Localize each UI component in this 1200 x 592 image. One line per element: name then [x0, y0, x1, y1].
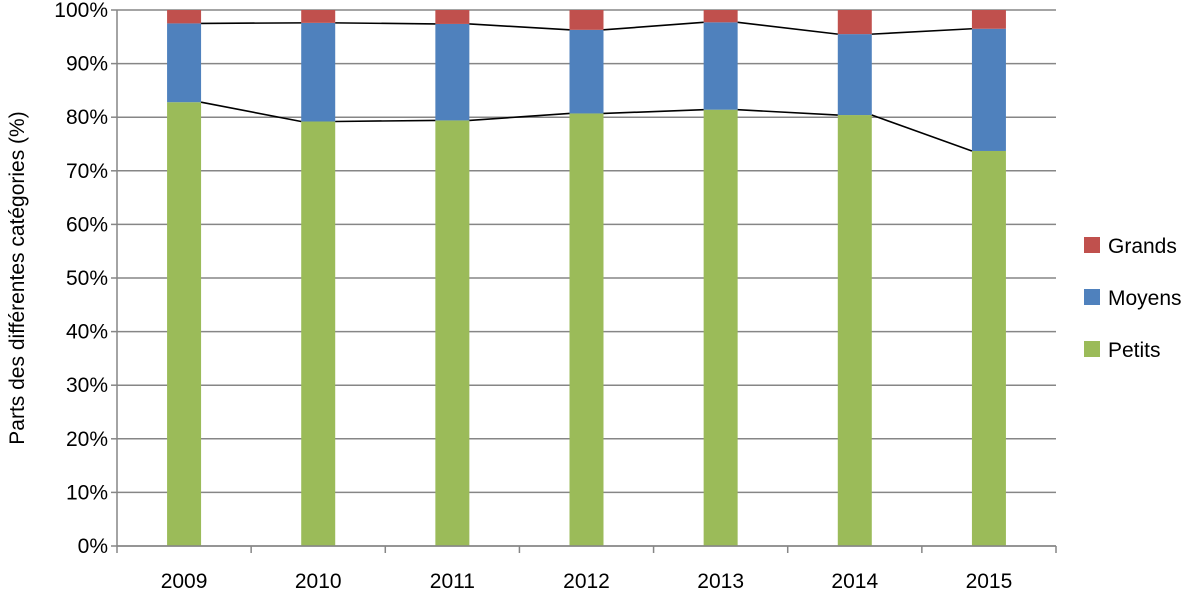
y-tick-label: 10% [66, 481, 108, 504]
series-line [603, 21, 704, 31]
bar-segment-moyens [703, 22, 738, 110]
x-tick-label: 2013 [697, 570, 744, 592]
x-tick-label: 2014 [831, 570, 878, 592]
series-line [469, 23, 570, 31]
y-tick-label: 90% [66, 53, 108, 76]
y-tick-label: 70% [66, 160, 108, 183]
bar-segment-moyens [301, 22, 336, 122]
legend-swatch-petits [1084, 341, 1100, 357]
y-tick-label: 20% [66, 428, 108, 451]
series-line [469, 112, 570, 122]
y-tick-label: 30% [66, 374, 108, 397]
bar-segment-moyens [167, 23, 202, 103]
series-line [871, 27, 972, 35]
bar-segment-grands [971, 10, 1006, 29]
x-tick-labels: 2009 2010 2011 2012 2013 2014 2015 [161, 570, 1013, 592]
series-line [201, 22, 302, 25]
x-tick-label: 2011 [430, 570, 475, 592]
x-tick-label: 2010 [295, 570, 342, 592]
series-line [335, 22, 436, 25]
y-axis-label: Parts des différentes catégories (%) [6, 111, 29, 444]
series-line [603, 108, 704, 115]
bar-segment-petits [971, 150, 1006, 546]
bar-segment-moyens [837, 34, 872, 116]
bar-segment-petits [703, 109, 738, 547]
bar-segment-grands [435, 10, 470, 24]
series-line [737, 21, 838, 35]
bar-segment-grands [703, 10, 738, 23]
y-tick-label: 60% [66, 213, 108, 236]
legend: Grands Moyens Petits [1084, 235, 1182, 362]
x-tick-label: 2012 [563, 570, 610, 592]
y-tick-labels: 0% 10% 20% 30% 40% 50% 60% 70% 80% 90% 100% [54, 0, 108, 558]
series-line [335, 119, 436, 123]
legend-label: Moyens [1108, 287, 1182, 310]
legend-label: Petits [1108, 339, 1161, 362]
bar-segment-grands [167, 10, 202, 24]
bars [167, 10, 1006, 547]
y-tick-label: 0% [78, 535, 108, 558]
bar-segment-petits [569, 113, 604, 546]
bar-segment-grands [569, 10, 604, 30]
bar-segment-petits [301, 121, 336, 546]
x-tick-label: 2015 [966, 570, 1013, 592]
y-tick-label: 50% [66, 267, 108, 290]
legend-label: Grands [1108, 235, 1177, 258]
bar-segment-grands [837, 10, 872, 35]
axes [111, 9, 1057, 553]
x-tick-label: 2009 [161, 570, 208, 592]
bar-segment-grands [301, 10, 336, 23]
bar-segment-petits [837, 115, 872, 546]
legend-swatch-moyens [1084, 289, 1100, 305]
series-lines [200, 21, 973, 152]
bar-segment-moyens [569, 29, 604, 114]
bar-segment-petits [167, 102, 202, 546]
y-tick-label: 100% [54, 0, 108, 22]
series-line [871, 114, 973, 152]
y-tick-label: 80% [66, 106, 108, 129]
bar-segment-moyens [435, 23, 470, 121]
series-line [200, 101, 302, 123]
y-tick-label: 40% [66, 321, 108, 344]
bar-segment-petits [435, 120, 470, 546]
series-line [737, 108, 838, 116]
bar-segment-moyens [971, 28, 1006, 151]
legend-swatch-grands [1084, 237, 1100, 253]
